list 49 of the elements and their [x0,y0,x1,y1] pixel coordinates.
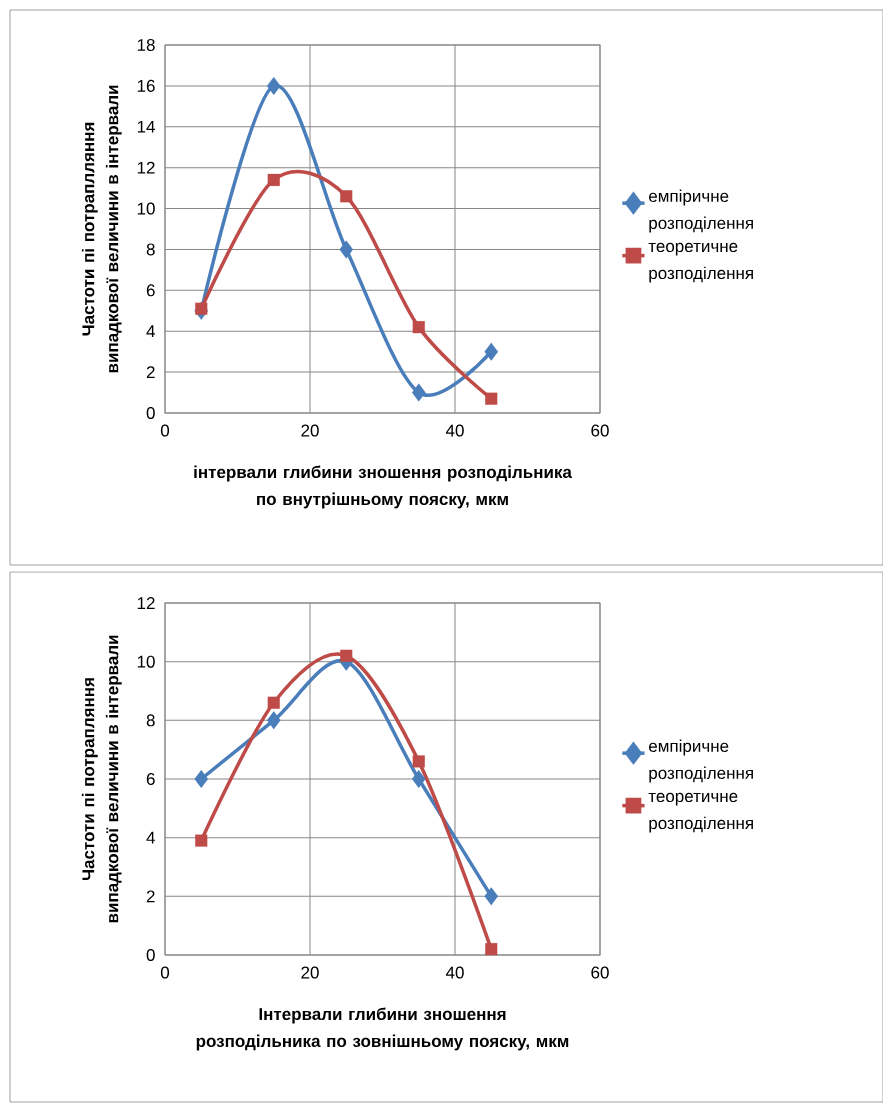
y-tick-label: 12 [137,161,155,174]
y-tick-label: 4 [146,831,155,844]
x-tick-label: 0 [160,424,169,437]
x-axis-title: Інтервали глибини зношення розподільника по зовнішньому пояску, мкм [196,1007,568,1051]
point [339,240,353,259]
x-tick-label: 40 [445,966,464,979]
y-tick-label: 10 [137,202,155,215]
point [484,342,498,361]
x-tick-label: 60 [591,424,609,437]
legend-label: теоретичне розподілення [648,792,753,833]
point [485,392,498,405]
y-tick-label: 18 [137,38,155,52]
point [267,696,280,709]
y-axis-title: Частоти пі потрапляння випадкової величини в інтервали [81,635,122,923]
y-tick-label: 8 [146,714,155,727]
x-tick-label: 20 [301,966,319,979]
point [411,769,426,789]
point [195,302,208,315]
point [484,887,498,906]
point [266,76,281,95]
y-tick-label: 2 [146,366,155,379]
point [411,383,426,402]
y-tick-label: 2 [146,890,155,903]
y-tick-label: 12 [137,597,155,609]
point [195,834,208,847]
y-tick-label: 4 [146,325,155,338]
y-tick-label: 8 [146,243,155,256]
y-tick-label: 0 [146,406,155,420]
y-tick-label: 10 [137,655,155,668]
x-tick-label: 0 [160,966,169,979]
x-tick-label: 60 [591,966,609,979]
point [266,711,281,730]
legend-label: теоретичне розподілення [648,242,753,283]
point [267,173,280,186]
x-axis-title: інтервали глибини зношення розподільника по внутрішньому пояску, мкм [194,465,572,509]
y-tick-label: 6 [146,284,155,297]
point [340,649,353,662]
y-tick-label: 14 [137,120,155,133]
y-tick-label: 6 [146,772,155,786]
point [412,321,425,334]
point [412,755,425,768]
y-tick-label: 16 [137,79,155,92]
x-tick-label: 40 [445,424,464,437]
point [485,943,498,956]
point [194,769,208,789]
y-axis-title: Частоти пі потраплляння випадкової величини в інтервали [81,85,122,373]
point [340,190,353,203]
y-tick-label: 0 [146,948,155,962]
x-tick-label: 20 [301,424,319,437]
